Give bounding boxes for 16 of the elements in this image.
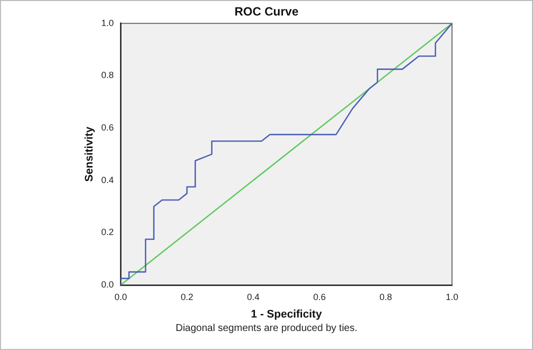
y-axis-title: Sensitivity (84, 126, 96, 182)
y-tick-label: 0.4 (101, 174, 114, 185)
chart-title: ROC Curve (234, 4, 299, 19)
y-tick-label: 0.6 (101, 122, 114, 133)
x-tick-label: 1.0 (446, 292, 458, 302)
y-tick-label: 0.2 (101, 227, 114, 238)
text: Diagonal segments are produced by ties. (174, 323, 358, 334)
x-tick-label: 0.6 (313, 292, 326, 302)
y-tick-label: 0.8 (101, 70, 114, 80)
x-tick-label: 0.2 (180, 292, 194, 302)
x-tick-label: 0.0 (114, 292, 127, 302)
x-axis-title: 1 - Specificity (250, 308, 323, 320)
x-tick-label: 0.8 (379, 292, 392, 302)
y-tick-label: 0.0 (101, 279, 114, 290)
y-tick-label: 1.0 (101, 18, 114, 28)
x-tick-label: 0.4 (246, 292, 260, 302)
